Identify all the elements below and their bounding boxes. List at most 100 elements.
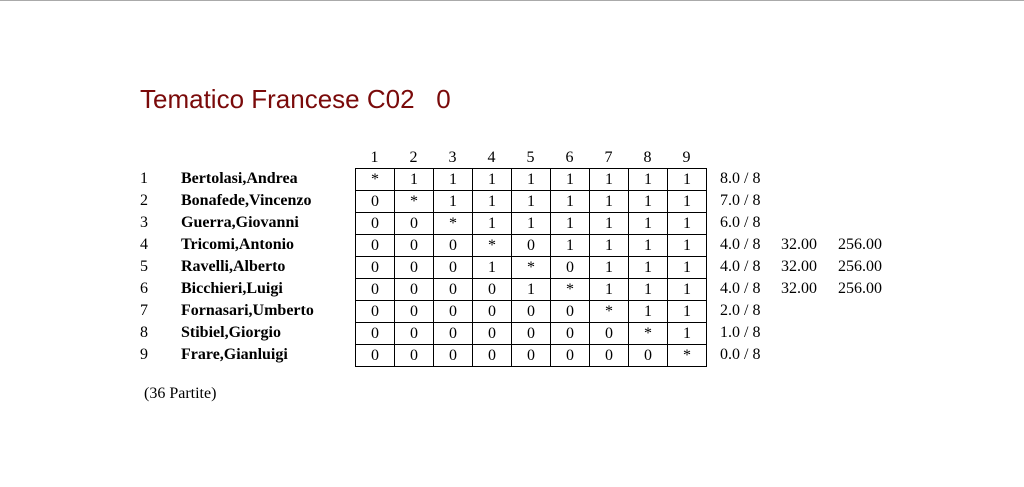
table-row: 0 0 0 * 0 1 1 1 1	[355, 234, 707, 257]
result-cell: 1	[628, 234, 668, 257]
result-cell: 1	[589, 256, 629, 279]
player-score: 1.0 / 8	[720, 324, 761, 341]
player-name: Bicchieri,Luigi	[181, 280, 283, 297]
result-cell: 0	[355, 300, 395, 323]
result-cell: 1	[667, 300, 707, 323]
tiebreak-2: 256.00	[838, 280, 882, 297]
player-rank: 2	[140, 192, 148, 209]
result-cell: 1	[628, 212, 668, 235]
result-cell: 1	[472, 190, 512, 213]
result-cell: 1	[589, 212, 629, 235]
result-cell: 0	[355, 278, 395, 301]
table-row: 0 0 0 0 0 0 0 0 *	[355, 344, 707, 367]
tiebreak-2: 256.00	[838, 236, 882, 253]
result-cell: 0	[511, 322, 551, 345]
result-cell: 1	[628, 300, 668, 323]
result-cell: 0	[550, 256, 590, 279]
result-cell: *	[589, 300, 629, 323]
result-cell: *	[628, 322, 668, 345]
result-cell: 0	[511, 300, 551, 323]
result-cell: 0	[433, 300, 473, 323]
column-header: 7	[604, 149, 613, 166]
result-cell: 0	[355, 212, 395, 235]
result-cell: *	[472, 234, 512, 257]
result-cell: 1	[628, 278, 668, 301]
result-cell: 0	[589, 344, 629, 367]
table-row: 0 0 0 0 1 * 1 1 1	[355, 278, 707, 301]
result-cell: 1	[550, 212, 590, 235]
result-cell: *	[667, 344, 707, 367]
column-header: 8	[643, 149, 652, 166]
result-cell: 1	[667, 256, 707, 279]
games-count: (36 Partite)	[144, 385, 217, 402]
player-name: Frare,Gianluigi	[181, 346, 288, 363]
result-cell: 1	[628, 256, 668, 279]
result-cell: 1	[589, 168, 629, 191]
result-cell: 0	[355, 190, 395, 213]
result-cell: 0	[511, 344, 551, 367]
result-cell: 0	[355, 322, 395, 345]
player-rank: 5	[140, 258, 148, 275]
result-cell: 1	[667, 322, 707, 345]
result-cell: 0	[394, 278, 434, 301]
result-cell: 0	[394, 234, 434, 257]
column-header: 1	[370, 149, 379, 166]
player-score: 4.0 / 8	[720, 258, 761, 275]
result-cell: 0	[472, 300, 512, 323]
player-score: 4.0 / 8	[720, 236, 761, 253]
result-cell: 0	[433, 322, 473, 345]
player-score: 7.0 / 8	[720, 192, 761, 209]
column-header: 3	[448, 149, 457, 166]
result-cell: 0	[433, 256, 473, 279]
result-cell: 1	[550, 234, 590, 257]
player-rank: 4	[140, 236, 148, 253]
player-rank: 8	[140, 324, 148, 341]
table-row: 0 0 0 1 * 0 1 1 1	[355, 256, 707, 279]
tiebreak-1: 32.00	[781, 236, 817, 253]
result-cell: 1	[667, 190, 707, 213]
result-cell: 1	[667, 234, 707, 257]
table-row: 0 0 0 0 0 0 * 1 1	[355, 300, 707, 323]
result-cell: 0	[394, 344, 434, 367]
column-header: 6	[565, 149, 574, 166]
result-cell: 0	[589, 322, 629, 345]
result-cell: 1	[589, 190, 629, 213]
result-cell: 0	[355, 256, 395, 279]
column-header: 4	[487, 149, 496, 166]
result-cell: *	[433, 212, 473, 235]
table-row: 0 0 0 0 0 0 0 * 1	[355, 322, 707, 345]
result-cell: 1	[628, 190, 668, 213]
column-header: 5	[526, 149, 535, 166]
result-cell: 0	[433, 344, 473, 367]
result-cell: *	[355, 168, 395, 191]
result-cell: 1	[628, 168, 668, 191]
column-header: 9	[682, 149, 691, 166]
result-cell: *	[511, 256, 551, 279]
result-cell: 0	[433, 278, 473, 301]
table-row: * 1 1 1 1 1 1 1 1	[355, 168, 707, 191]
player-name: Tricomi,Antonio	[181, 236, 295, 253]
top-border	[0, 0, 1024, 1]
result-cell: 0	[433, 234, 473, 257]
result-cell: 0	[628, 344, 668, 367]
result-cell: 1	[511, 212, 551, 235]
player-name: Fornasari,Umberto	[181, 302, 314, 319]
player-rank: 7	[140, 302, 148, 319]
result-cell: 1	[550, 168, 590, 191]
result-cell: 1	[511, 190, 551, 213]
result-cell: 0	[394, 300, 434, 323]
result-cell: 1	[511, 278, 551, 301]
result-cell: 0	[472, 278, 512, 301]
result-cell: 1	[667, 278, 707, 301]
result-cell: 1	[511, 168, 551, 191]
result-cell: 0	[511, 234, 551, 257]
result-cell: 1	[433, 168, 473, 191]
player-rank: 3	[140, 214, 148, 231]
result-cell: 1	[550, 190, 590, 213]
result-cell: 0	[472, 322, 512, 345]
result-cell: 0	[394, 212, 434, 235]
result-cell: 1	[589, 234, 629, 257]
player-name: Ravelli,Alberto	[181, 258, 286, 275]
crosstable: * 1 1 1 1 1 1 1 1 0 * 1 1 1 1 1 1 1 0 0 * 1 1 1 1 1 1 0 0 0 * 0 1 1 1 1 0 0 0 1…	[355, 168, 707, 367]
result-cell: 1	[667, 168, 707, 191]
